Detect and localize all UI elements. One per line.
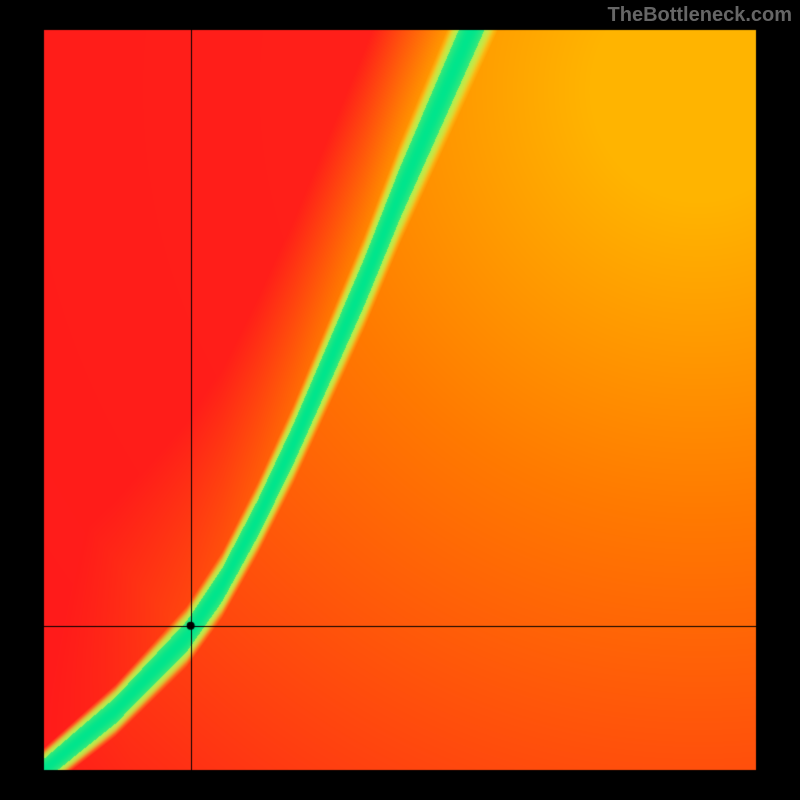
chart-container: TheBottleneck.com (0, 0, 800, 800)
bottleneck-heatmap-canvas (0, 0, 800, 800)
watermark-text: TheBottleneck.com (608, 4, 792, 27)
